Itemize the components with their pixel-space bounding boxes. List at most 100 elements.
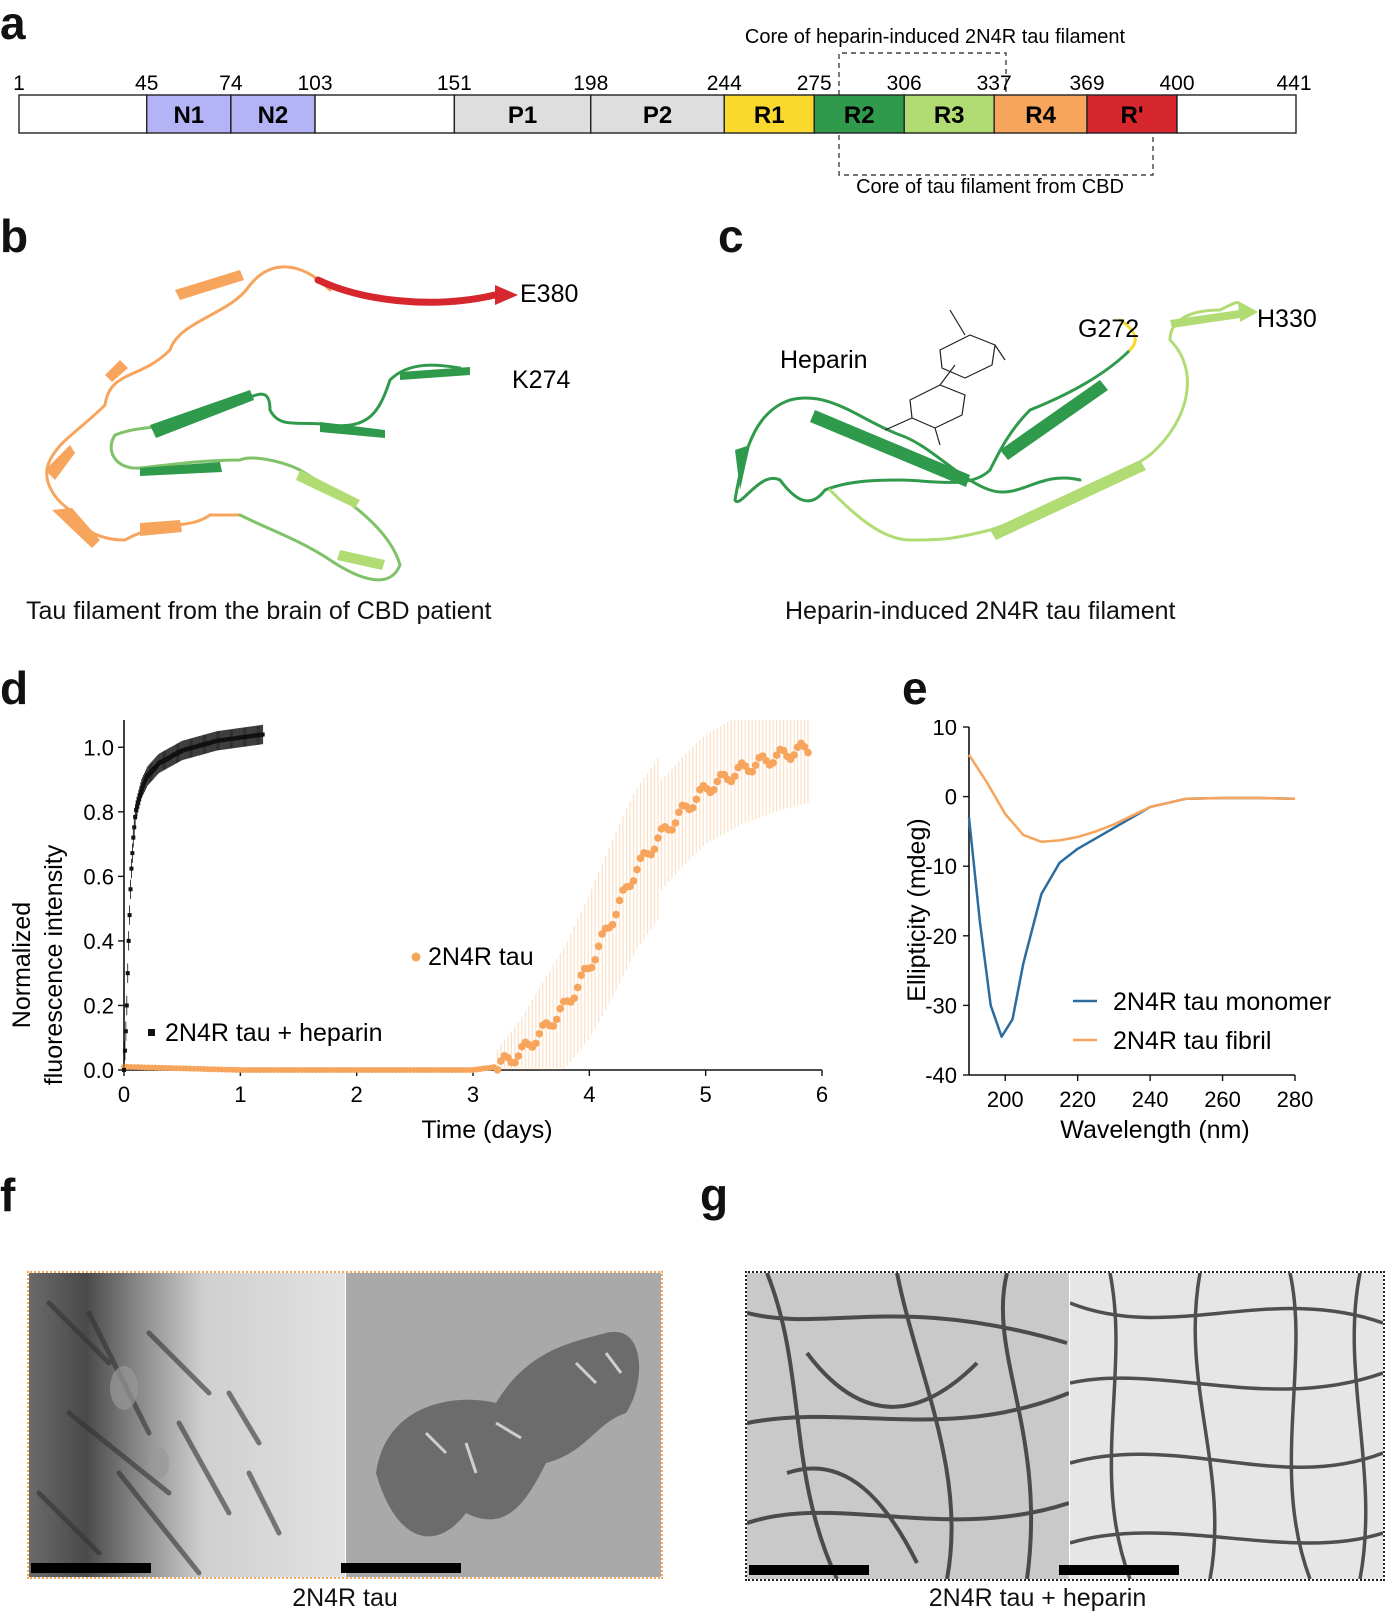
position-label: 244 [707,72,742,95]
d-ylabel-line2: fluorescence intensity [40,844,68,1085]
em-image-f-left [29,1273,345,1577]
tau-point [800,743,809,751]
tau-point [772,751,781,759]
tau-point [532,1039,540,1048]
e-xtick-label: 280 [1277,1087,1314,1112]
e-xtick-label: 240 [1132,1087,1169,1112]
panel-c-letter: c [718,210,744,262]
tau-point [689,804,697,812]
tau-point [804,748,812,757]
heparin-point [136,797,141,802]
e-ytick-label: -20 [925,924,957,949]
legend-tau-marker [411,952,421,962]
domain-label: R4 [1025,102,1056,129]
e-ytick-label: 10 [933,720,957,740]
panel-g-caption: 2N4R tau + heparin [928,1584,1147,1612]
d-xtick-label: 1 [234,1082,246,1107]
cbd-filament-ribbon: E380 K274 [45,265,578,582]
top-bracket [838,52,1007,95]
tau-point [692,795,701,804]
heparin-point [140,784,145,789]
heparin-point [141,782,146,787]
position-label: 45 [135,72,158,95]
tau-point [779,746,788,755]
tau-point [671,819,680,827]
heparin-point [133,814,138,819]
panel-e-letter: e [902,662,928,714]
heparin-point [135,804,140,809]
d-xtick-label: 3 [467,1082,479,1107]
tau-point [608,920,617,929]
tau-point [790,751,798,759]
heparin-point [134,808,139,813]
tau-point [751,761,760,770]
tau-point [748,767,756,776]
heparin-point [128,887,133,892]
tau-point [615,896,624,905]
bottom-bracket-label: Core of tau filament from CBD [856,176,1124,198]
domain-box-blank-0 [18,94,148,134]
em-image-f-right [346,1273,661,1577]
e-ytick-label: 0 [945,785,957,810]
domain-box-p1 [453,94,592,134]
domain-label: R1 [754,102,785,129]
scale-bar-f-right [341,1563,461,1573]
tau-point [713,777,722,786]
panel-f-frame [27,1271,663,1579]
heparin-point [144,776,149,781]
heparin-point [126,938,131,943]
heparin-point [130,851,135,856]
scale-bar-f-left [31,1563,151,1573]
domain-label: R3 [934,102,965,129]
e-xlabel: Wavelength (nm) [1060,1116,1249,1144]
label-k274: K274 [512,366,570,394]
label-e380: E380 [520,280,578,308]
heparin-point [122,1068,126,1072]
heparin-point [138,789,143,794]
top-bracket-label: Core of heparin-induced 2N4R tau filamen… [745,26,1126,48]
tau-point [647,850,655,859]
heparin-point [143,778,148,783]
panel-d-chart: 0.0 0.2 0.4 0.6 0.8 1.0 0 1 2 3 4 5 6 Normalized flu… [8,720,828,1144]
panel-a-letter: a [0,0,26,49]
tau-point [493,1066,502,1074]
tau-point [549,1022,558,1030]
heparin-point [122,1048,127,1053]
label-heparin: Heparin [780,346,868,374]
d-xtick-label: 0 [118,1082,130,1107]
domain-label: N1 [173,102,204,129]
tau-point [570,994,579,1002]
panel-b-caption: Tau filament from the brain of CBD patie… [26,597,492,625]
tau-point [675,808,683,817]
tau-point [629,877,638,885]
panel-g-frame [745,1271,1385,1581]
tau-point [650,845,659,854]
label-h330: H330 [1257,305,1317,333]
position-label: 369 [1070,72,1105,95]
d-ytick-label: 0.6 [83,864,114,889]
d-ytick-label: 0.4 [83,929,114,954]
bottom-bracket [838,135,1154,176]
panel-f-caption: 2N4R tau [292,1584,398,1612]
heparin-point [131,835,136,840]
position-label: 198 [573,72,608,95]
panel-c-caption: Heparin-induced 2N4R tau filament [785,597,1176,625]
domain-box-r4 [993,94,1088,134]
d-xlabel: Time (days) [421,1116,552,1144]
domain-box-rprime [1086,94,1178,134]
legend-heparin-marker [148,1029,155,1036]
d-xtick-label: 2 [351,1082,363,1107]
tau-point [514,1052,523,1060]
tau-point [633,865,641,874]
heparin-point [125,971,130,976]
label-g272: G272 [1078,315,1139,343]
position-label: 74 [219,72,243,95]
domain-label: P1 [508,102,537,129]
d-xtick-label: 5 [700,1082,712,1107]
tau-point [577,971,585,980]
scale-bar-g-right [1059,1565,1179,1575]
tau-point [741,762,750,770]
e-xtick-label: 200 [987,1087,1024,1112]
tau-point [552,1015,561,1024]
d-xtick-label: 4 [583,1082,595,1107]
